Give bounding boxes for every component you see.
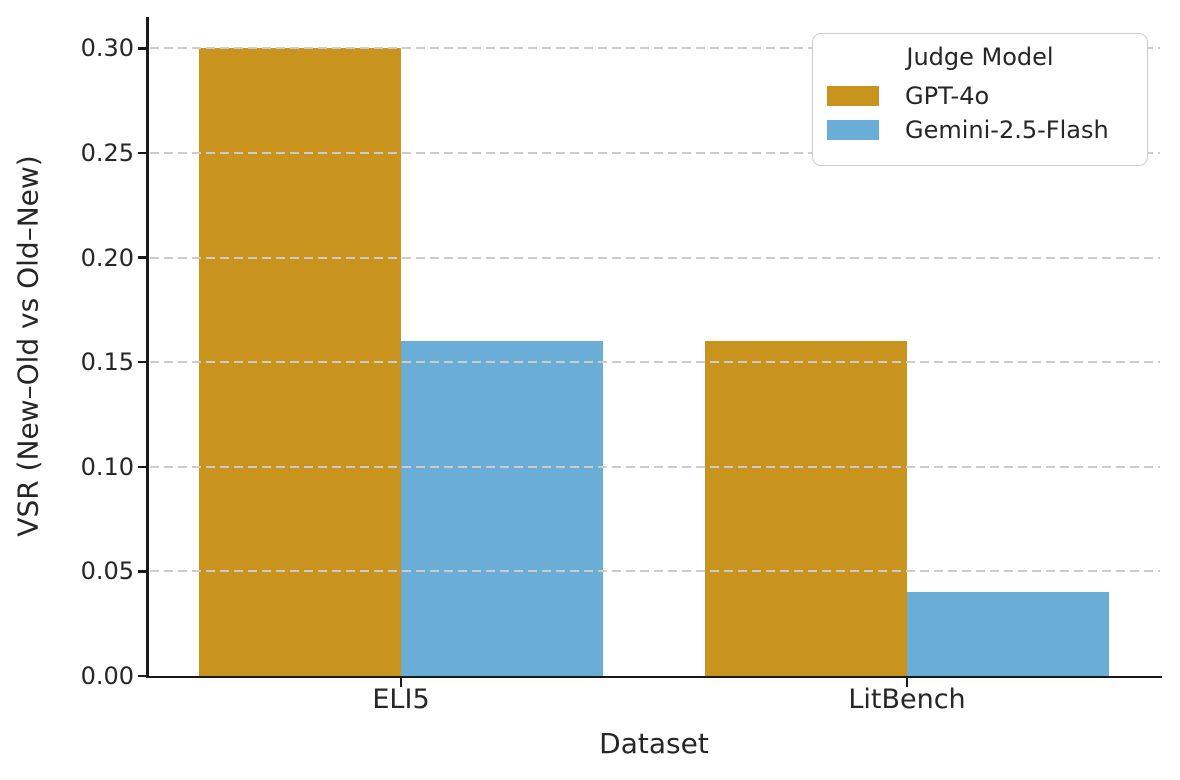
y-axis-title: VSR (New–Old vs Old–New)	[11, 155, 45, 537]
y-tick-label-0.30: 0.30	[80, 34, 134, 63]
x-tick-mark	[905, 678, 909, 687]
gridline-0.15	[150, 361, 1160, 364]
y-tick-mark	[138, 47, 147, 50]
bar-Gemini-2.5-Flash-ELI5	[401, 341, 604, 676]
x-tick-mark	[399, 678, 403, 687]
y-tick-mark	[138, 256, 147, 259]
y-tick-label-0.05: 0.05	[80, 557, 134, 586]
legend-label: Gemini-2.5-Flash	[905, 115, 1109, 144]
y-tick-label-0.15: 0.15	[80, 348, 134, 377]
x-axis-title: Dataset	[599, 727, 709, 760]
legend-entry-gpt4o: GPT-4o	[827, 81, 1147, 110]
gridline-0.20	[150, 256, 1160, 259]
y-tick-label-0.00: 0.00	[80, 662, 134, 690]
y-tick-mark	[138, 360, 147, 364]
y-tick-label-0.10: 0.10	[80, 452, 134, 481]
y-tick-mark	[138, 570, 147, 573]
legend-title: Judge Model	[906, 43, 1054, 71]
bar-Gemini-2.5-Flash-LitBench	[907, 592, 1110, 676]
y-tick-label-0.25: 0.25	[80, 138, 134, 167]
y-tick-label-0.20: 0.20	[80, 243, 134, 272]
legend: Judge Model GPT-4o Gemini-2.5-Flash	[812, 33, 1148, 166]
gridline-0.30	[150, 47, 1160, 50]
gridline-0.10	[150, 465, 1160, 468]
y-tick-mark	[138, 465, 147, 469]
y-tick-mark	[138, 151, 147, 155]
x-axis-line	[146, 675, 1162, 678]
bar-GPT-4o-LitBench	[704, 341, 907, 676]
gridline-0.05	[150, 570, 1160, 573]
y-axis-line	[146, 17, 149, 678]
x-tick-label-LitBench: LitBench	[848, 684, 966, 715]
x-tick-label-ELI5: ELI5	[372, 684, 430, 715]
legend-label: GPT-4o	[905, 81, 990, 110]
legend-entry-gemini: Gemini-2.5-Flash	[827, 115, 1147, 144]
y-tick-mark	[138, 674, 147, 678]
gemini-color-swatch	[827, 119, 879, 140]
gridline-0.25	[150, 151, 1160, 154]
gpt4o-color-swatch	[827, 85, 879, 106]
